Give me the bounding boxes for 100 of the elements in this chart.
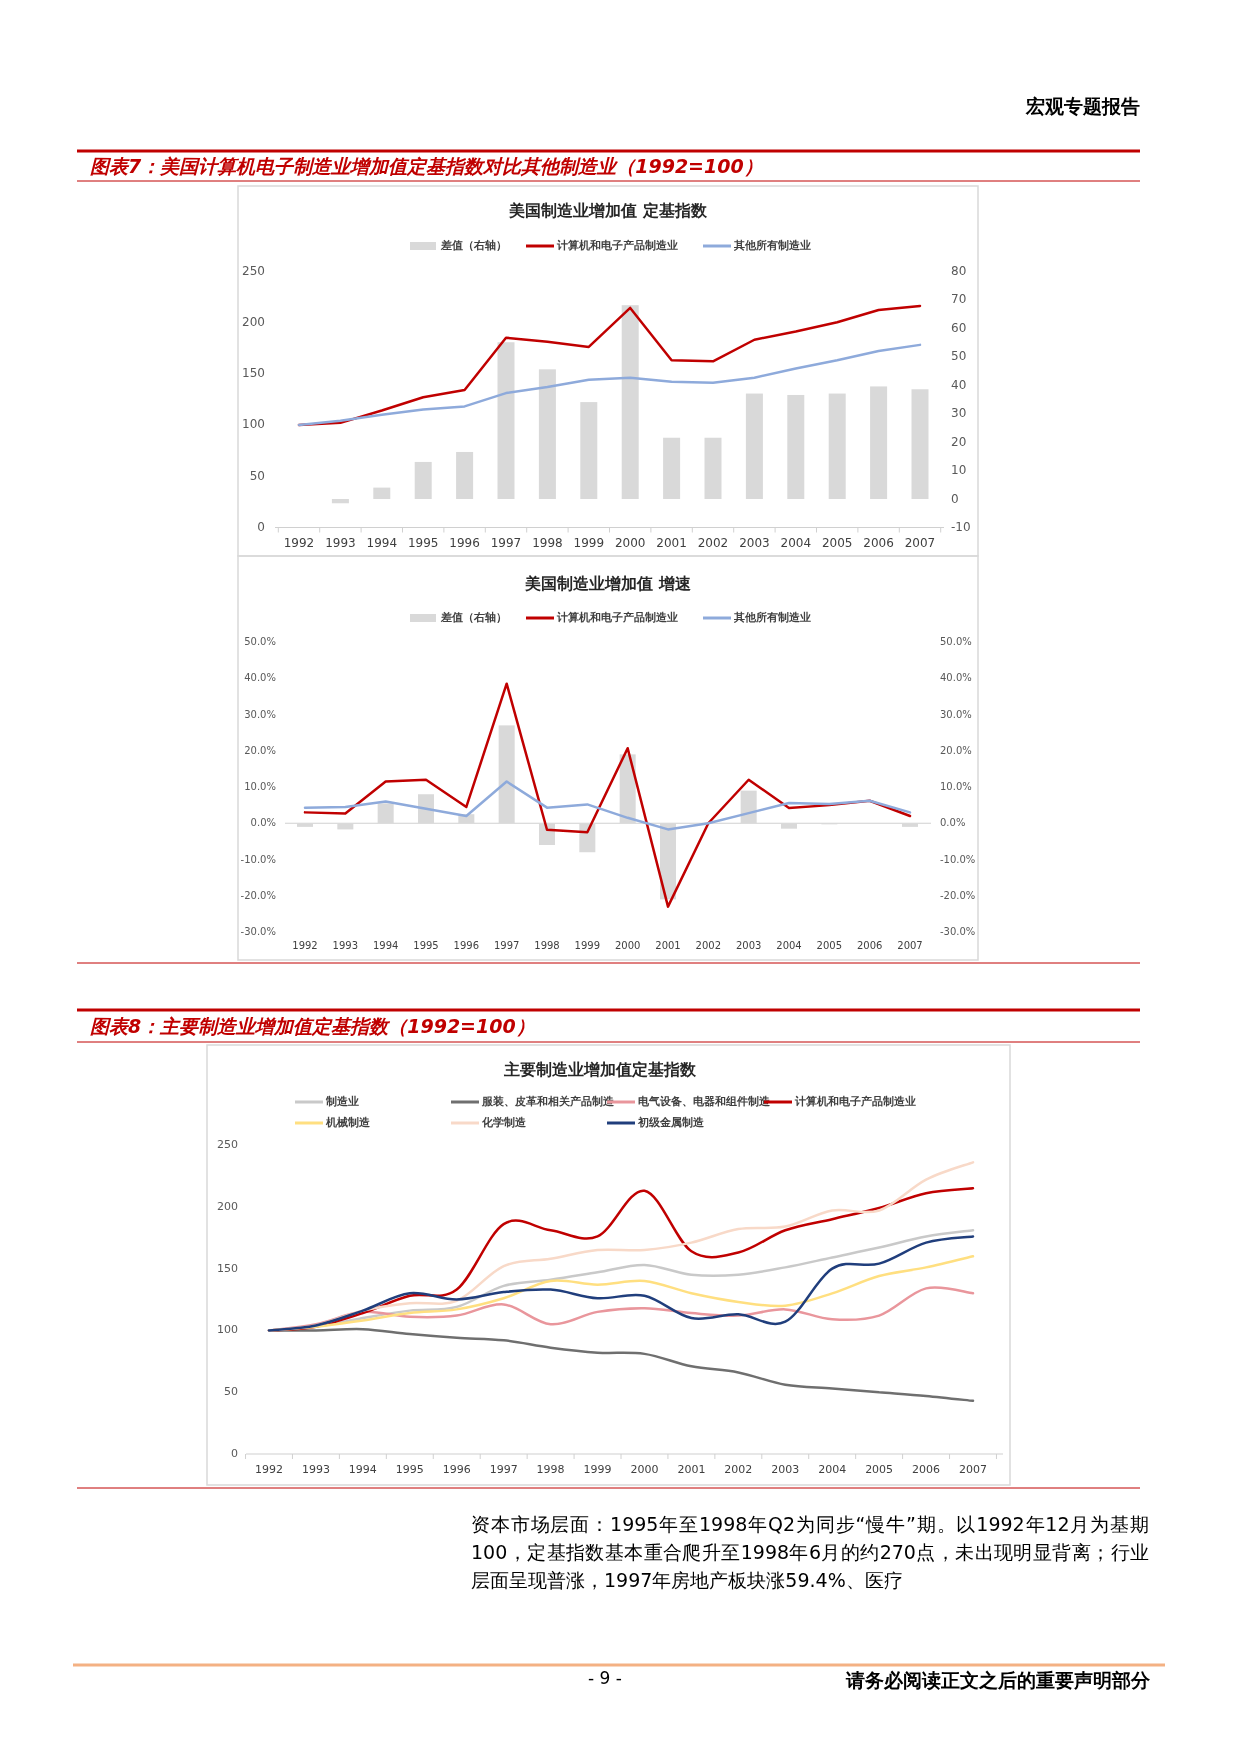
x-tick-label: 1993: [325, 535, 356, 550]
y2-tick-label: 40: [951, 377, 967, 392]
legend-label: 其他所有制造业: [733, 239, 811, 252]
x-tick-label: 1997: [493, 940, 520, 951]
bar: [497, 342, 515, 499]
y-tick-label: 10.0%: [244, 781, 276, 792]
y2-tick-label: 10: [951, 463, 967, 477]
x-tick-label: 1995: [413, 940, 439, 951]
x-tick-label: 2005: [865, 1463, 894, 1476]
y-tick-label: 40.0%: [244, 672, 276, 684]
y-tick-label: 150: [217, 1261, 238, 1275]
legend-label: 计算机和电子产品制造业: [794, 1095, 916, 1108]
x-tick-label: 1992: [255, 1463, 283, 1476]
y-tick-label: 50.0%: [244, 636, 276, 647]
y2-tick-label: 20: [951, 434, 967, 449]
y-tick-label: 200: [217, 1199, 238, 1213]
x-tick-label: 2006: [863, 535, 894, 550]
x-tick-label: 2006: [912, 1463, 941, 1476]
x-tick-label: 1992: [292, 940, 318, 951]
x-tick-label: 2002: [724, 1463, 753, 1476]
y2-tick-label: 0.0%: [940, 817, 966, 829]
y-tick-label: 100: [242, 417, 265, 432]
line-series: [297, 343, 922, 427]
y2-tick-label: 30.0%: [940, 708, 972, 720]
y2-tick-label: 0: [951, 491, 959, 506]
line-series: [303, 682, 912, 908]
bar: [331, 499, 349, 504]
x-tick-label: 2007: [897, 940, 923, 951]
x-tick-label: 1998: [536, 1463, 565, 1476]
x-tick-label: 2000: [614, 940, 641, 951]
bar: [787, 394, 805, 499]
x-tick-label: 1994: [366, 535, 398, 550]
y2-tick-label: -20.0%: [940, 889, 976, 901]
y2-tick-label: 60: [951, 320, 967, 335]
x-tick-label: 2000: [630, 1463, 659, 1476]
x-tick-label: 2004: [818, 1463, 847, 1476]
x-tick-label: 1994: [372, 940, 399, 951]
x-tick-label: 2007: [959, 1463, 987, 1476]
y2-tick-label: 10.0%: [940, 781, 972, 792]
x-tick-label: 1995: [395, 1463, 424, 1476]
bar: [704, 437, 722, 499]
y-tick-label: 150: [242, 366, 265, 381]
line-series: [267, 1254, 975, 1332]
x-tick-label: 2002: [695, 940, 722, 951]
x-tick-label: 1996: [442, 1463, 471, 1476]
y-tick-label: 50: [224, 1385, 238, 1399]
y-tick-label: -20.0%: [240, 889, 276, 901]
x-tick-label: 1999: [573, 535, 605, 550]
chart-title: 美国制造业增加值 增速: [524, 573, 692, 593]
bar: [911, 389, 929, 499]
x-tick-label: 2001: [655, 940, 681, 951]
y-tick-label: -10.0%: [240, 853, 276, 865]
y-tick-label: 0: [231, 1447, 238, 1460]
bar: [580, 402, 598, 499]
x-tick-label: 1993: [332, 940, 359, 951]
bar: [745, 393, 763, 499]
bar: [373, 487, 391, 499]
text: 宏观专题报告: [1024, 94, 1140, 119]
y2-tick-label: -10: [951, 520, 971, 534]
y2-tick-label: 80: [951, 263, 967, 278]
x-tick-label: 2005: [816, 940, 843, 951]
x-tick-label: 1992: [283, 535, 315, 550]
x-tick-label: 2005: [821, 535, 853, 550]
bar: [456, 451, 474, 499]
bar: [828, 393, 846, 499]
y2-tick-label: 20.0%: [940, 744, 972, 756]
x-tick-label: 1999: [583, 1463, 612, 1476]
bar: [621, 305, 639, 499]
bar: [663, 437, 681, 499]
x-tick-label: 1998: [534, 940, 560, 951]
y-tick-label: 200: [242, 314, 265, 329]
y2-tick-label: 30: [951, 406, 967, 420]
chart-title: 主要制造业增加值定基指数: [503, 1059, 697, 1079]
y-tick-label: 0.0%: [250, 817, 276, 829]
legend-label: 计算机和电子产品制造业: [556, 611, 678, 624]
y-tick-label: 0: [257, 520, 265, 534]
y2-tick-label: 50: [951, 349, 967, 363]
y-tick-label: 100: [217, 1323, 238, 1337]
x-tick-label: 2007: [904, 535, 936, 550]
y2-tick-label: 50.0%: [940, 636, 972, 647]
x-tick-label: 1994: [348, 1463, 377, 1476]
x-tick-label: 2003: [771, 1463, 800, 1476]
x-tick-label: 1998: [532, 535, 563, 550]
y-tick-label: 20.0%: [244, 744, 276, 756]
x-tick-label: 2001: [656, 535, 687, 550]
text: 图表7：美国计算机电子制造业增加值定基指数对比其他制造业（1992=100）: [90, 154, 763, 179]
legend-label: 初级金属制造: [637, 1116, 705, 1129]
x-tick-label: 2004: [776, 940, 802, 951]
x-tick-label: 2006: [856, 940, 883, 951]
text: 资本市场层面：1995年至1998年Q2为同步“慢牛”期。以1992年12月为基期100，定基指数基本重合爬升至1998年6月的约270点，未出现明显背离；行业层面呈现普涨，1997年房地产板块涨59.4%、医疗: [471, 1512, 1149, 1593]
x-tick-label: 2000: [614, 535, 646, 550]
x-tick-label: 1996: [453, 940, 480, 951]
x-tick-label: 1997: [490, 535, 522, 550]
y2-tick-label: 40.0%: [940, 672, 972, 684]
y-tick-label: 250: [217, 1138, 238, 1151]
x-tick-label: 2002: [697, 535, 729, 550]
bar: [870, 386, 888, 499]
bar: [414, 461, 432, 499]
chart-title: 美国制造业增加值 定基指数: [508, 200, 708, 220]
x-tick-label: 2003: [735, 940, 762, 951]
